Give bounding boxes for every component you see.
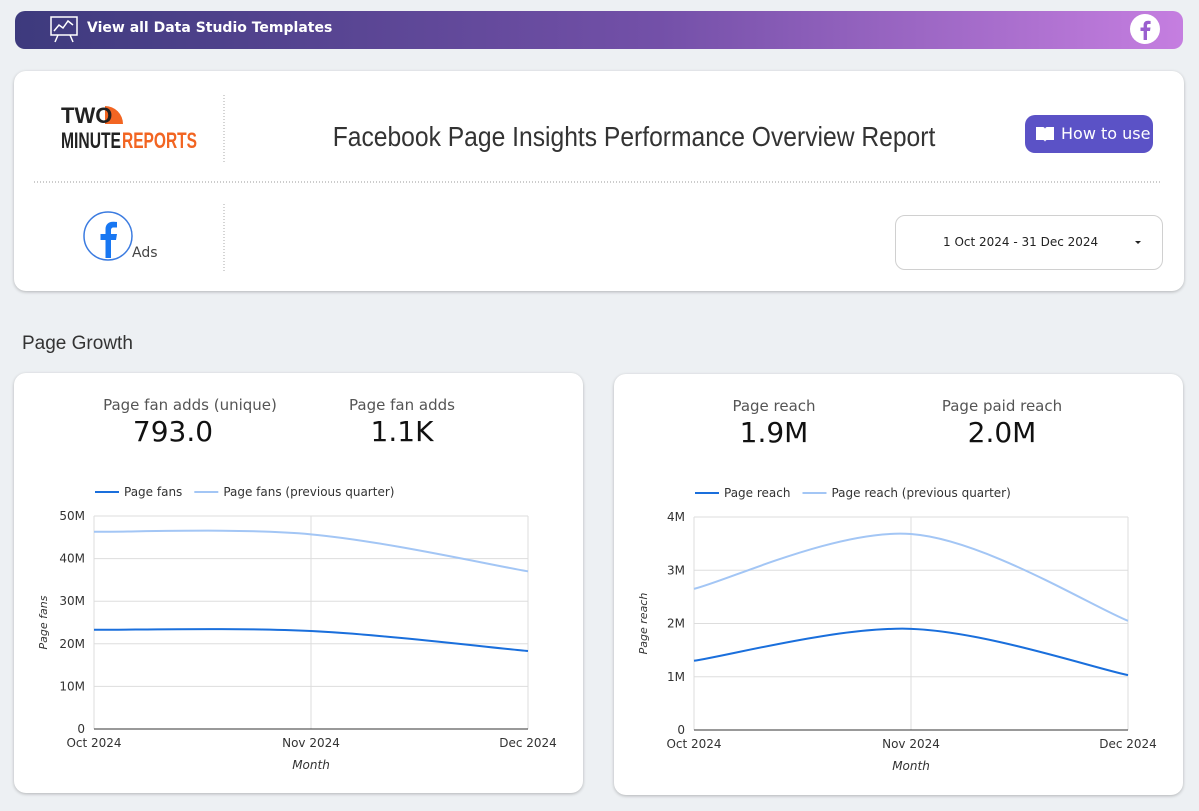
date-picker[interactable]: 1 Oct 2024 - 31 Dec 2024	[895, 215, 1163, 270]
scorecard-label: Page reach	[732, 397, 816, 415]
chart-card	[14, 373, 583, 793]
x-tick-label: Oct 2024	[66, 736, 121, 750]
y-tick-label: 1M	[667, 670, 685, 684]
y-tick-label: 10M	[59, 679, 85, 693]
line	[93, 529, 529, 573]
how-to-use-button[interactable]: How to use	[1025, 115, 1153, 153]
top-bar-link[interactable]: View all Data Studio Templates	[87, 20, 333, 36]
x-tick-label: Nov 2024	[282, 736, 340, 750]
line	[93, 628, 529, 653]
x-tick-label: Nov 2024	[882, 737, 940, 751]
y-tick-label: 0	[677, 723, 685, 737]
x-axis-title: Month	[292, 758, 330, 772]
logo: TWO MINUTE REPORTS	[61, 103, 197, 153]
scorecard-label: Page paid reach	[941, 397, 1063, 415]
y-axis-title: Page reach	[637, 593, 650, 655]
x-tick-label: Dec 2024	[499, 736, 557, 750]
source-label: Ads	[132, 245, 158, 261]
scorecard-value: 2.0M	[967, 416, 1037, 449]
y-tick-label: 3M	[667, 563, 685, 577]
legend-label: Page reach (previous quarter)	[831, 486, 1010, 500]
top-bar[interactable]	[15, 11, 1183, 49]
x-tick-label: Oct 2024	[666, 737, 721, 751]
header-dividers	[34, 95, 1162, 272]
header-card	[14, 71, 1184, 291]
y-tick-label: 20M	[59, 637, 85, 651]
chart-icon	[50, 16, 78, 43]
scorecard-value: 793.0	[132, 415, 214, 448]
scorecard-value: 1.9M	[739, 416, 809, 449]
y-tick-label: 30M	[59, 594, 85, 608]
book-icon	[1036, 127, 1054, 142]
date-range: 1 Oct 2024 - 31 Dec 2024	[943, 235, 1099, 249]
legend-label: Page reach	[724, 486, 790, 500]
logo-text: REPORTS	[122, 128, 197, 153]
y-axis-title: Page fans	[37, 595, 50, 649]
y-tick-label: 4M	[667, 510, 685, 524]
line	[693, 627, 1129, 677]
legend-label: Page fans (previous quarter)	[223, 485, 394, 499]
line	[693, 532, 1129, 622]
button-label: How to use	[1061, 124, 1151, 143]
section-title: Page Growth	[22, 333, 133, 354]
logo-text: TWO	[61, 103, 112, 128]
x-tick-label: Dec 2024	[1099, 737, 1157, 751]
report-title: Facebook Page Insights Performance Overv…	[332, 121, 936, 152]
scorecard-label: Page fan adds (unique)	[103, 396, 277, 414]
y-tick-label: 50M	[59, 509, 85, 523]
facebook-icon[interactable]	[1129, 13, 1161, 45]
legend-label: Page fans	[124, 485, 182, 499]
y-tick-label: 0	[77, 722, 85, 736]
y-tick-label: 2M	[667, 617, 685, 631]
scorecard-label: Page fan adds	[349, 396, 455, 414]
logo-text: MINUTE	[61, 128, 121, 153]
x-axis-title: Month	[892, 759, 930, 773]
scorecard-value: 1.1K	[370, 415, 434, 448]
y-tick-label: 40M	[59, 552, 85, 566]
dropdown-arrow	[1135, 241, 1141, 244]
